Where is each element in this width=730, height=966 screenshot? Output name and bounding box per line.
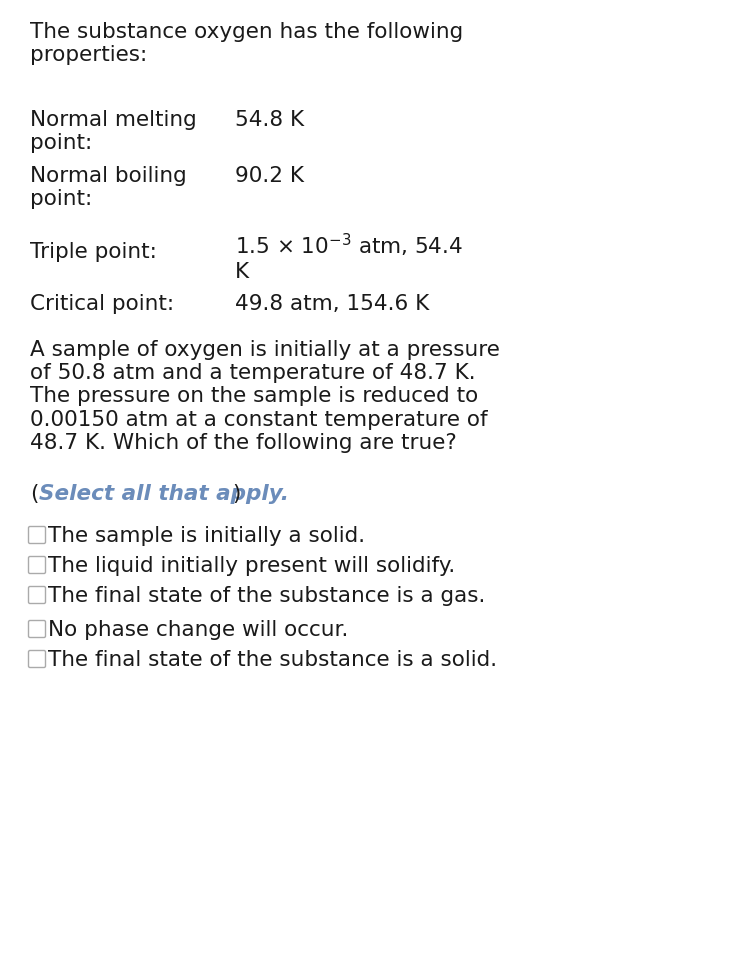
FancyBboxPatch shape (28, 650, 45, 668)
Text: Triple point:: Triple point: (30, 242, 157, 262)
Text: The final state of the substance is a gas.: The final state of the substance is a ga… (48, 586, 485, 606)
Text: ): ) (232, 484, 240, 504)
Text: The sample is initially a solid.: The sample is initially a solid. (48, 526, 365, 546)
Text: The final state of the substance is a solid.: The final state of the substance is a so… (48, 650, 497, 670)
FancyBboxPatch shape (28, 556, 45, 574)
Text: 54.8 K: 54.8 K (235, 110, 304, 130)
Text: Normal boiling
point:: Normal boiling point: (30, 166, 187, 210)
Text: 90.2 K: 90.2 K (235, 166, 304, 186)
Text: Critical point:: Critical point: (30, 294, 174, 314)
Text: No phase change will occur.: No phase change will occur. (48, 620, 348, 640)
Text: The substance oxygen has the following
properties:: The substance oxygen has the following p… (30, 22, 464, 65)
FancyBboxPatch shape (28, 526, 45, 544)
Text: 49.8 atm, 154.6 K: 49.8 atm, 154.6 K (235, 294, 429, 314)
Text: (: ( (30, 484, 39, 504)
Text: The liquid initially present will solidify.: The liquid initially present will solidi… (48, 556, 456, 576)
Text: Select all that apply.: Select all that apply. (39, 484, 289, 504)
Text: A sample of oxygen is initially at a pressure
of 50.8 atm and a temperature of 4: A sample of oxygen is initially at a pre… (30, 340, 500, 453)
Text: Normal melting
point:: Normal melting point: (30, 110, 197, 154)
FancyBboxPatch shape (28, 620, 45, 638)
FancyBboxPatch shape (28, 586, 45, 604)
Text: 1.5 $\times$ 10$^{-3}$ atm, 54.4
K: 1.5 $\times$ 10$^{-3}$ atm, 54.4 K (235, 232, 463, 282)
